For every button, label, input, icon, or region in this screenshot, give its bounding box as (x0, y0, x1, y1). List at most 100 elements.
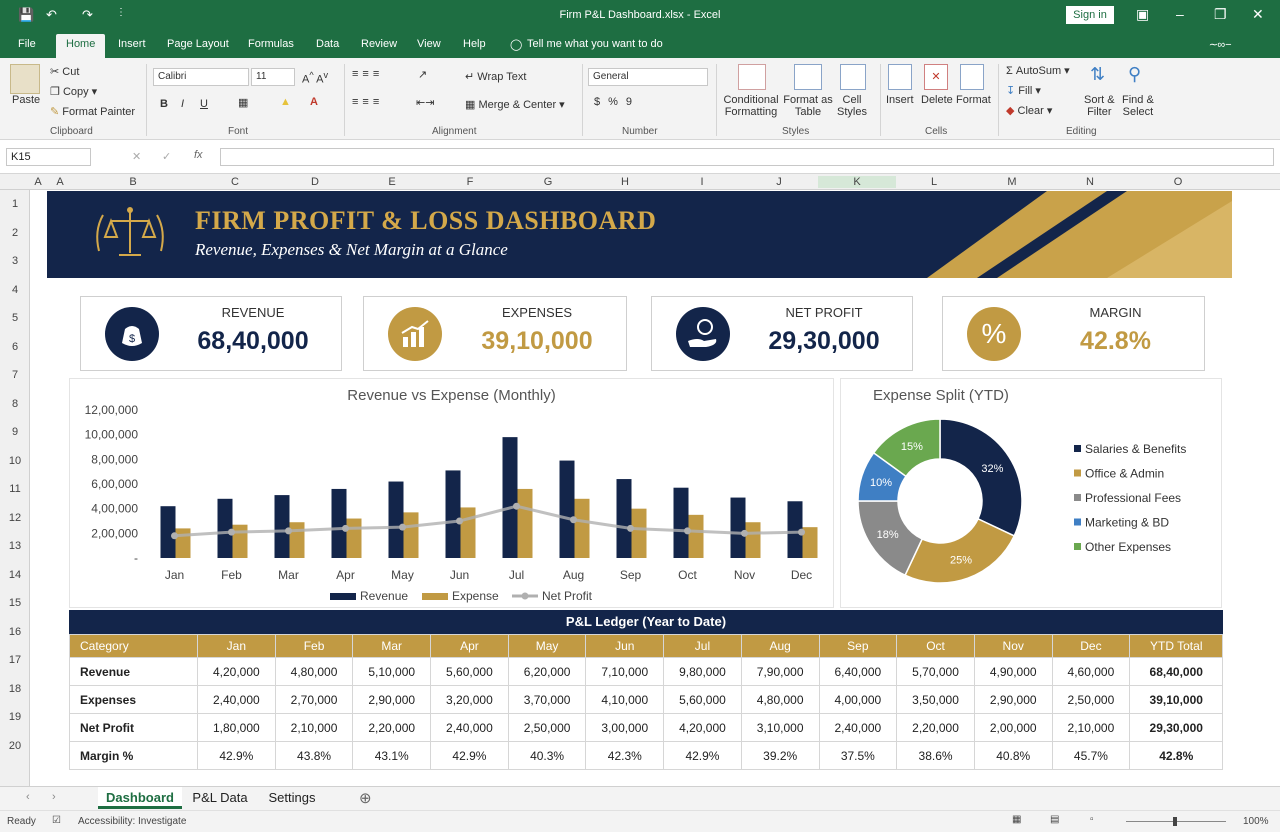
table-cell[interactable]: 2,50,000 (1051, 685, 1131, 714)
table-cell[interactable]: 2,50,000 (507, 713, 587, 742)
enter-icon[interactable]: ✓ (162, 151, 172, 163)
column-header[interactable]: D (311, 176, 319, 188)
underline-button[interactable]: U (200, 98, 208, 110)
table-cell[interactable]: 5,60,000 (430, 657, 509, 686)
row-header[interactable]: 15 (8, 597, 22, 609)
merge-center-button[interactable]: ▦ Merge & Center ▾ (465, 99, 565, 111)
table-cell[interactable]: 38.6% (896, 741, 975, 770)
wrap-text-button[interactable]: ↵ Wrap Text (465, 70, 526, 83)
table-cell[interactable]: 4,90,000 (973, 657, 1053, 686)
share-icon[interactable]: ∼∞− (1208, 39, 1232, 51)
table-cell[interactable]: Expenses (69, 685, 198, 714)
tab-help[interactable]: Help (463, 38, 486, 50)
table-cell[interactable]: 9,80,000 (663, 657, 742, 686)
delete-cells-icon[interactable]: ✕ (924, 64, 948, 90)
format-as-table-icon[interactable] (794, 64, 822, 90)
table-cell[interactable]: 1,80,000 (197, 713, 276, 742)
table-cell[interactable]: 4,60,000 (1051, 657, 1131, 686)
row-header[interactable]: 20 (8, 739, 22, 752)
column-header[interactable]: B (129, 176, 137, 188)
table-cell[interactable]: 5,60,000 (663, 685, 742, 714)
table-cell[interactable]: 4,80,000 (274, 657, 354, 686)
customize-toolbar-icon[interactable]: ⋮ (116, 7, 126, 18)
save-icon[interactable]: 💾 (18, 7, 35, 22)
column-header[interactable]: A (56, 176, 64, 188)
table-cell[interactable]: 43.1% (352, 741, 432, 770)
column-header[interactable]: C (231, 176, 239, 188)
row-header[interactable]: 11 (9, 483, 21, 495)
row-header[interactable]: 17 (8, 654, 22, 666)
table-cell[interactable]: 42.3% (585, 741, 665, 770)
table-cell[interactable]: 39,10,000 (1129, 685, 1224, 714)
table-cell[interactable]: 2,20,000 (896, 713, 975, 742)
table-cell[interactable]: 4,80,000 (740, 685, 820, 714)
row-header[interactable]: 2 (11, 226, 19, 239)
insert-cells-icon[interactable] (888, 64, 912, 90)
maximize-button[interactable]: ❐ (1214, 6, 1227, 22)
tab-formulas[interactable]: Formulas (248, 38, 294, 50)
orientation-icon[interactable]: ↗ (418, 69, 428, 81)
insert-cells-button[interactable]: Insert (886, 94, 914, 106)
paste-icon[interactable] (10, 64, 40, 94)
table-cell[interactable]: 2,40,000 (430, 713, 509, 742)
row-header[interactable]: 4 (11, 283, 19, 296)
borders-icon[interactable]: ▦ (238, 97, 249, 109)
sheet-tab-dashboard[interactable]: Dashboard (98, 787, 182, 809)
table-cell[interactable]: Margin % (69, 741, 198, 770)
delete-cells-button[interactable]: Delete (921, 94, 953, 106)
row-header[interactable]: 1 (11, 198, 19, 210)
table-cell[interactable]: 42.8% (1129, 741, 1224, 770)
undo-icon[interactable]: ↶ (46, 7, 57, 22)
format-as-table-button[interactable]: Format as Table (782, 94, 834, 118)
column-header[interactable]: O (1173, 176, 1183, 188)
vertical-align-icons[interactable]: ≡≡≡ (352, 68, 384, 80)
row-header[interactable]: 6 (11, 340, 19, 353)
sort-filter-button[interactable]: Sort & Filter (1084, 94, 1115, 118)
table-cell[interactable]: 3,70,000 (507, 685, 587, 714)
table-cell[interactable]: 42.9% (430, 741, 509, 770)
table-cell[interactable]: 3,10,000 (740, 713, 820, 742)
cancel-icon[interactable]: ✕ (132, 151, 142, 163)
row-header[interactable]: 5 (11, 312, 19, 324)
table-cell[interactable]: 6,20,000 (507, 657, 587, 686)
font-size-select[interactable]: 11 (251, 68, 295, 86)
fill-button[interactable]: ↧ Fill ▾ (1006, 85, 1041, 97)
tab-page-layout[interactable]: Page Layout (167, 38, 229, 50)
tab-insert[interactable]: Insert (118, 38, 146, 50)
column-header[interactable]: G (543, 176, 553, 188)
table-cell[interactable]: 4,20,000 (663, 713, 742, 742)
row-header[interactable]: 8 (11, 397, 19, 410)
table-cell[interactable]: 2,00,000 (973, 713, 1053, 742)
add-sheet-icon[interactable]: ⊕ (359, 790, 372, 807)
tab-data[interactable]: Data (316, 38, 340, 50)
table-cell[interactable]: 4,10,000 (585, 685, 665, 714)
sheet-tab-pl-data[interactable]: P&L Data (192, 790, 248, 805)
zoom-level[interactable]: 100% (1243, 816, 1269, 827)
ribbon-display-icon[interactable]: ▣ (1136, 6, 1150, 22)
table-cell[interactable]: 40.3% (507, 741, 587, 770)
horizontal-align-icons[interactable]: ≡≡≡ (352, 96, 384, 108)
normal-view-icon[interactable]: ▦ (1012, 814, 1022, 825)
accessibility-icon[interactable]: ☑ (52, 815, 61, 826)
font-color-icon[interactable]: A (310, 96, 318, 108)
zoom-slider-handle[interactable] (1173, 817, 1177, 826)
scroll-left-icon[interactable]: ‹ (26, 791, 30, 803)
close-button[interactable]: ✕ (1252, 6, 1264, 22)
find-select-button[interactable]: Find & Select (1122, 94, 1154, 118)
table-cell[interactable]: 2,90,000 (352, 685, 432, 714)
column-header[interactable]: M (1007, 176, 1017, 188)
format-painter-button[interactable]: ✎ Format Painter (50, 105, 135, 118)
redo-icon[interactable]: ↷ (82, 7, 93, 22)
table-cell[interactable]: 2,20,000 (352, 713, 432, 742)
table-cell[interactable]: 42.9% (197, 741, 276, 770)
format-cells-button[interactable]: Format (956, 94, 991, 106)
table-cell[interactable]: 2,40,000 (818, 713, 898, 742)
row-header[interactable]: 7 (11, 369, 19, 381)
table-cell[interactable]: 2,10,000 (1051, 713, 1131, 742)
table-cell[interactable]: 4,20,000 (197, 657, 276, 686)
table-cell[interactable]: Revenue (69, 657, 198, 686)
table-cell[interactable]: 3,50,000 (896, 685, 975, 714)
table-cell[interactable]: 43.8% (274, 741, 354, 770)
page-break-view-icon[interactable]: ▫ (1090, 814, 1094, 825)
table-cell[interactable]: 29,30,000 (1129, 713, 1224, 742)
